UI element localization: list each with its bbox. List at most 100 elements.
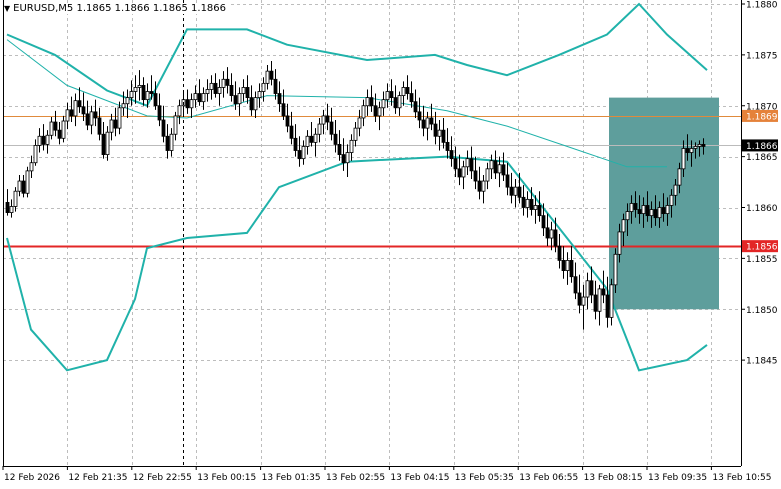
- candle-34: [141, 77, 146, 106]
- candle-body-51: [209, 82, 214, 90]
- candle-134: [541, 203, 546, 236]
- candle-95: [385, 83, 390, 108]
- bollinger-bands: [6, 2, 708, 372]
- candle-35: [145, 83, 150, 108]
- candle-body-106: [429, 117, 434, 125]
- candle-body-99: [401, 87, 406, 96]
- candle-41: [169, 128, 174, 157]
- x-axis-ticks: 12 Feb 2026 12 Feb 21:35 12 Feb 22:55 13 Fe…: [2, 466, 771, 483]
- candle-body-133: [537, 205, 542, 217]
- candle-83: [337, 130, 342, 161]
- candle-body-53: [217, 87, 222, 94]
- candle-11: [49, 116, 54, 140]
- candle-body-22: [93, 111, 98, 119]
- candle-body-105: [425, 117, 430, 129]
- candle-body-102: [413, 101, 418, 113]
- candle-62: [253, 91, 258, 118]
- candle-body-93: [377, 107, 382, 117]
- candle-body-28: [117, 107, 122, 129]
- candle-body-112: [453, 158, 458, 170]
- candle-18: [77, 87, 82, 113]
- candle-body-26: [109, 119, 114, 133]
- candle-27: [113, 107, 118, 137]
- candle-body-170: [685, 148, 690, 153]
- dropdown-triangle-icon[interactable]: ▼: [4, 4, 11, 13]
- candle-body-59: [241, 87, 246, 94]
- candle-148: [597, 284, 602, 326]
- candle-body-130: [525, 198, 530, 208]
- x-tick-label-8: 13 Feb 06:55: [519, 473, 578, 483]
- candle-body-89: [361, 105, 366, 119]
- candle-14: [61, 115, 66, 143]
- candle-body-75: [305, 135, 310, 147]
- candle-body-123: [497, 164, 502, 174]
- candle-body-4: [21, 180, 26, 194]
- candle-body-137: [553, 229, 558, 247]
- candle-80: [325, 103, 330, 131]
- candle-88: [357, 109, 362, 137]
- candle-body-153: [617, 231, 622, 255]
- candle-72: [293, 124, 298, 157]
- candle-43: [177, 99, 182, 125]
- x-tick-label-0: 12 Feb 2026: [4, 473, 60, 483]
- candle-body-151: [609, 284, 614, 318]
- candle-body-33: [137, 85, 142, 88]
- x-tick-label-3: 13 Feb 00:15: [197, 473, 256, 483]
- candle-body-172: [693, 146, 698, 149]
- candle-body-35: [145, 91, 150, 101]
- candle-55: [225, 67, 230, 94]
- candle-139: [561, 246, 566, 279]
- candle-body-96: [389, 91, 394, 99]
- candle-body-121: [489, 160, 494, 170]
- candle-body-30: [125, 97, 130, 105]
- candle-body-7: [33, 145, 38, 164]
- x-tick-label-5: 13 Feb 02:55: [326, 473, 385, 483]
- candle-84: [341, 138, 346, 171]
- candle-39: [161, 105, 166, 143]
- candle-body-95: [385, 91, 390, 101]
- price-tag-label-1: 1.1866: [746, 142, 778, 152]
- candle-body-73: [297, 150, 302, 160]
- candle-52: [213, 73, 218, 98]
- candle-body-52: [213, 82, 218, 94]
- candle-body-24: [101, 133, 106, 155]
- candle-body-72: [293, 137, 298, 151]
- candle-body-65: [265, 70, 270, 84]
- candle-135: [545, 213, 550, 247]
- candle-142: [573, 262, 578, 300]
- candle-28: [117, 101, 122, 135]
- candle-body-157: [633, 203, 638, 210]
- candle-body-54: [221, 78, 226, 88]
- candle-body-84: [341, 154, 346, 164]
- candle-body-150: [605, 294, 610, 318]
- candle-body-148: [597, 288, 602, 312]
- candle-body-79: [321, 115, 326, 125]
- candle-body-6: [29, 162, 34, 172]
- candle-body-94: [381, 99, 386, 109]
- candle-body-114: [461, 166, 466, 178]
- candle-body-15: [65, 109, 70, 122]
- price-high: 1.1866: [114, 3, 150, 14]
- candle-7: [33, 139, 38, 166]
- candle-161: [649, 201, 654, 228]
- price-tag-bg-1: [742, 139, 778, 152]
- candle-23: [97, 107, 102, 141]
- candle-122: [493, 150, 498, 180]
- candle-140: [565, 252, 570, 285]
- candle-body-5: [25, 170, 30, 194]
- candle-25: [105, 126, 110, 161]
- candle-body-60: [245, 87, 250, 99]
- candle-170: [685, 134, 690, 161]
- symbol-header: ▼ EURUSD,M5 1.1865 1.1866 1.1865 1.1866: [4, 3, 229, 14]
- candle-138: [557, 233, 562, 269]
- candle-body-66: [269, 70, 274, 80]
- candle-133: [537, 191, 542, 222]
- candle-76: [309, 122, 314, 147]
- candle-body-164: [661, 207, 666, 215]
- candle-body-40: [165, 135, 170, 151]
- candle-body-86: [349, 139, 354, 153]
- candle-body-129: [521, 196, 526, 208]
- candle-21: [89, 105, 94, 135]
- candle-body-128: [517, 186, 522, 198]
